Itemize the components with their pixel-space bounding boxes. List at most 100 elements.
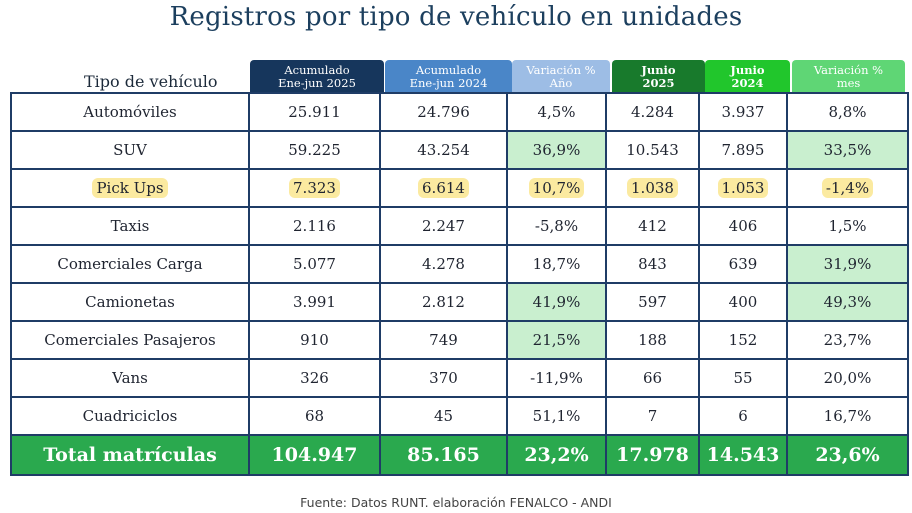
- table-row: Comerciales Carga 5.077 4.278 18,7% 843 639 31…: [10, 244, 909, 284]
- table-cell: 370: [379, 358, 508, 398]
- column-header-line1: Junio: [730, 62, 765, 77]
- table-cell: 14.543: [698, 434, 788, 476]
- column-header-line1: Acumulado: [284, 62, 350, 77]
- table-cell: 17.978: [605, 434, 700, 476]
- highlighted-value: 1.053: [717, 178, 769, 198]
- column-header-line2: 2024: [731, 75, 764, 90]
- table-row: Vans 326 370 -11,9% 66 55 20,0%: [10, 358, 909, 398]
- row-label: Cuadriciclos: [10, 396, 250, 436]
- column-header-3: Junio 2025: [612, 60, 705, 93]
- table-cell: 23,7%: [786, 320, 909, 360]
- column-header-1: Acumulado Ene-jun 2024: [385, 60, 512, 93]
- table-cell: 18,7%: [506, 244, 607, 284]
- table-cell: -1,4%: [786, 168, 909, 208]
- column-header-line1: Junio: [641, 62, 676, 77]
- table-cell: 843: [605, 244, 700, 284]
- table-cell: 2.812: [379, 282, 508, 322]
- table-cell: 1.038: [605, 168, 700, 208]
- total-label: Total matrículas: [10, 434, 250, 476]
- table-row: Automóviles 25.911 24.796 4,5% 4.284 3.937 8,8…: [10, 92, 909, 132]
- highlighted-value: Pick Ups: [92, 178, 168, 198]
- highlighted-value: 1.038: [627, 178, 678, 198]
- table-cell: 1.053: [698, 168, 788, 208]
- table-cell: 639: [698, 244, 788, 284]
- row-label: Vans: [10, 358, 250, 398]
- table-cell: 2.116: [248, 206, 381, 246]
- table-cell: 412: [605, 206, 700, 246]
- table-row: SUV 59.225 43.254 36,9% 10.543 7.895 33,5%: [10, 130, 909, 170]
- table-cell: 25.911: [248, 92, 381, 132]
- table-cell: 7.323: [248, 168, 381, 208]
- table-cell: 326: [248, 358, 381, 398]
- row-label: Camionetas: [10, 282, 250, 322]
- table-cell: 4.284: [605, 92, 700, 132]
- table-cell: 3.937: [698, 92, 788, 132]
- table-cell: 66: [605, 358, 700, 398]
- table-cell: 24.796: [379, 92, 508, 132]
- highlighted-value: 10,7%: [528, 178, 585, 198]
- table-cell: 5.077: [248, 244, 381, 284]
- column-header-2: Variación % Año: [512, 60, 610, 93]
- table-cell: 59.225: [248, 130, 381, 170]
- column-header-line1: Variación %: [813, 62, 884, 77]
- total-row: Total matrículas 104.947 85.165 23,2% 17.978…: [10, 434, 909, 476]
- table-cell: 910: [248, 320, 381, 360]
- table-row: Cuadriciclos 68 45 51,1% 7 6 16,7%: [10, 396, 909, 436]
- source-note: Fuente: Datos RUNT. elaboración FENALCO …: [300, 495, 612, 510]
- highlighted-value: 7.323: [289, 178, 340, 198]
- table-cell: 6.614: [379, 168, 508, 208]
- column-header-5: Variación % mes: [792, 60, 905, 93]
- table-cell: 21,5%: [506, 320, 607, 360]
- table-cell: 10,7%: [506, 168, 607, 208]
- highlighted-value: -1,4%: [821, 178, 874, 198]
- table-row: Camionetas 3.991 2.812 41,9% 597 400 49,3%: [10, 282, 909, 322]
- table-cell: 400: [698, 282, 788, 322]
- column-header-line2: mes: [836, 75, 861, 90]
- highlighted-value: 6.614: [418, 178, 469, 198]
- table-cell: 20,0%: [786, 358, 909, 398]
- table-cell: 31,9%: [786, 244, 909, 284]
- row-label: Taxis: [10, 206, 250, 246]
- table-cell: 4.278: [379, 244, 508, 284]
- column-header-line2: 2025: [642, 75, 675, 90]
- table-cell: 23,6%: [786, 434, 909, 476]
- table-cell: 41,9%: [506, 282, 607, 322]
- table-cell: 4,5%: [506, 92, 607, 132]
- table-cell: -5,8%: [506, 206, 607, 246]
- data-table: Automóviles 25.911 24.796 4,5% 4.284 3.937 8,8…: [10, 92, 909, 476]
- table-cell: 16,7%: [786, 396, 909, 436]
- table-row: Pick Ups 7.323 6.614 10,7% 1.038 1.053 -1,4%: [10, 168, 909, 208]
- table-cell: 7.895: [698, 130, 788, 170]
- table-cell: 51,1%: [506, 396, 607, 436]
- column-header-4: Junio 2024: [705, 60, 790, 93]
- table-cell: 406: [698, 206, 788, 246]
- table-cell: 36,9%: [506, 130, 607, 170]
- table-cell: -11,9%: [506, 358, 607, 398]
- column-header-line1: Acumulado: [415, 62, 482, 77]
- table-cell: 55: [698, 358, 788, 398]
- column-header-line2: Ene-jun 2025: [278, 75, 356, 90]
- table-cell: 85.165: [379, 434, 508, 476]
- table-cell: 43.254: [379, 130, 508, 170]
- table-cell: 23,2%: [506, 434, 607, 476]
- row-label: Comerciales Carga: [10, 244, 250, 284]
- table-cell: 152: [698, 320, 788, 360]
- table-cell: 188: [605, 320, 700, 360]
- table-cell: 8,8%: [786, 92, 909, 132]
- table-row: Taxis 2.116 2.247 -5,8% 412 406 1,5%: [10, 206, 909, 246]
- column-header-line1: Variación %: [526, 62, 596, 77]
- column-header-line2: Ene-jun 2024: [409, 75, 488, 90]
- table-cell: 597: [605, 282, 700, 322]
- table-cell: 45: [379, 396, 508, 436]
- row-header-label: Tipo de vehículo: [84, 72, 218, 91]
- column-header-0: Acumulado Ene-jun 2025: [250, 60, 384, 93]
- table-cell: 3.991: [248, 282, 381, 322]
- table-cell: 1,5%: [786, 206, 909, 246]
- table-cell: 49,3%: [786, 282, 909, 322]
- table-cell: 104.947: [248, 434, 381, 476]
- table-row: Comerciales Pasajeros 910 749 21,5% 188 152 23…: [10, 320, 909, 360]
- table-cell: 2.247: [379, 206, 508, 246]
- table-cell: 33,5%: [786, 130, 909, 170]
- row-label: Pick Ups: [10, 168, 250, 208]
- table-cell: 6: [698, 396, 788, 436]
